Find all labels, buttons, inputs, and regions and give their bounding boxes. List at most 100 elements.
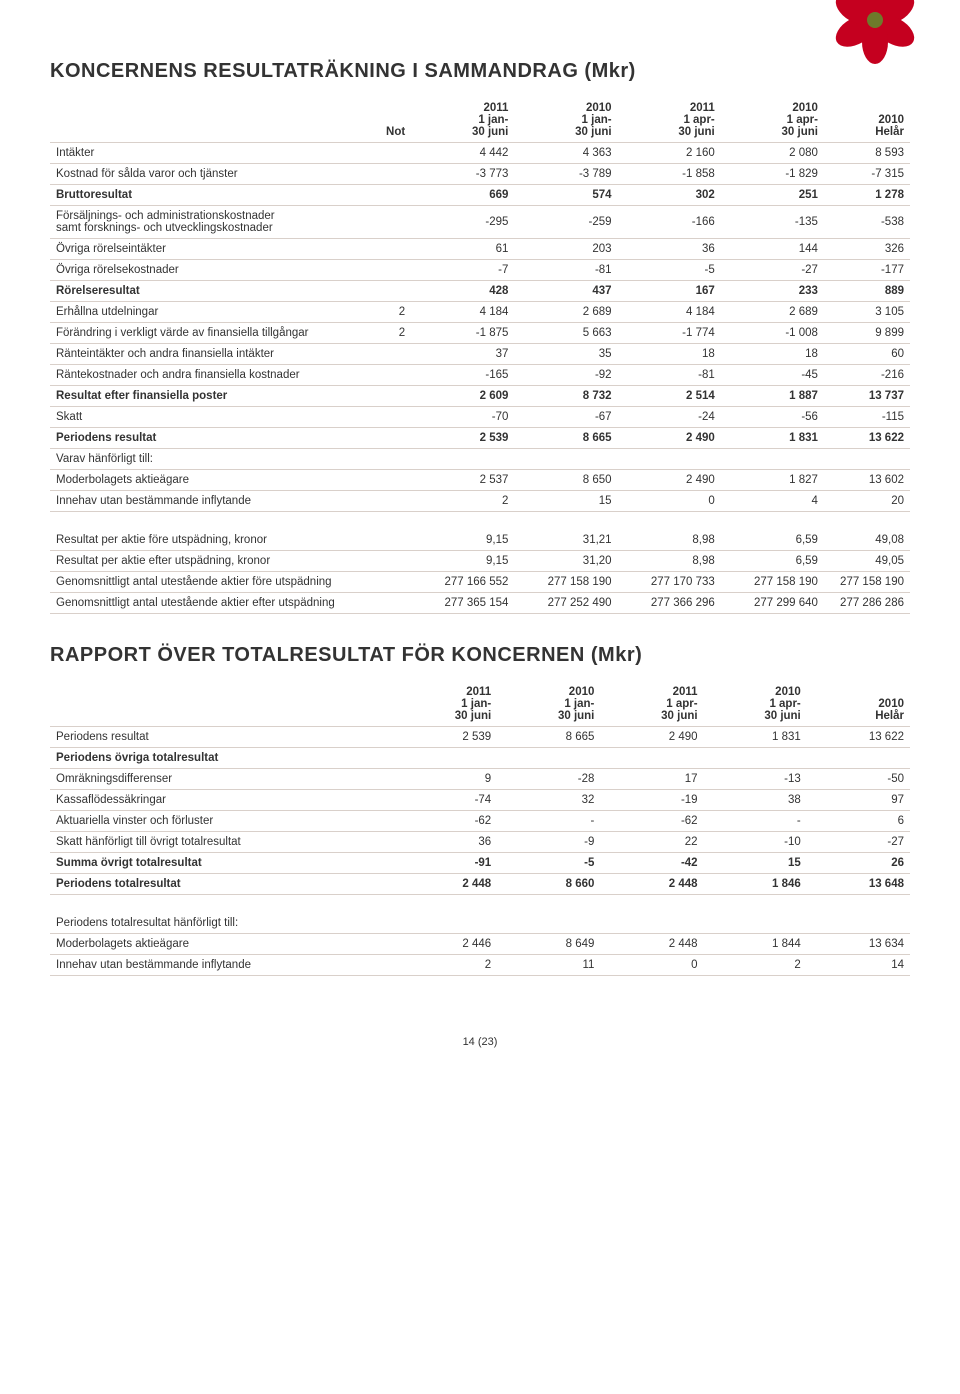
cell-value: 2 [411, 491, 514, 512]
cell-value: 8 665 [514, 428, 617, 449]
cell-value: 2 609 [411, 386, 514, 407]
cell-value: -92 [514, 365, 617, 386]
table1-title: KONCERNENS RESULTATRÄKNING I SAMMANDRAG … [50, 60, 910, 83]
cell-value: 36 [394, 832, 497, 853]
cell-value: 15 [704, 853, 807, 874]
cell-value: 2 539 [394, 727, 497, 748]
cell-value: 251 [721, 185, 824, 206]
cell-value: -1 008 [721, 323, 824, 344]
cell-value [618, 449, 721, 470]
cell-value [824, 449, 910, 470]
table2-title: RAPPORT ÖVER TOTALRESULTAT FÖR KONCERNEN… [50, 644, 910, 667]
cell-value [377, 530, 411, 551]
row-label: Resultat per aktie före utspädning, kron… [50, 530, 377, 551]
income-statement-table: Not20111 jan-30 juni20101 jan-30 juni201… [50, 98, 910, 614]
cell-value: 20 [824, 491, 910, 512]
cell-value [377, 470, 411, 491]
cell-value: 2 689 [721, 302, 824, 323]
cell-value: 1 846 [704, 874, 807, 895]
cell-value: 5 663 [514, 323, 617, 344]
cell-value [497, 913, 600, 934]
cell-value: 6 [807, 811, 910, 832]
cell-value: 31,20 [514, 551, 617, 572]
cell-value [377, 365, 411, 386]
column-header: 20111 apr-30 juni [618, 98, 721, 143]
cell-value: 2 [394, 955, 497, 976]
cell-value: 2 080 [721, 143, 824, 164]
column-header: 20111 jan-30 juni [394, 682, 497, 727]
cell-value: -9 [497, 832, 600, 853]
row-label: Övriga rörelsekostnader [50, 260, 377, 281]
cell-value [377, 206, 411, 239]
cell-value: 277 158 190 [514, 572, 617, 593]
cell-value: 277 299 640 [721, 593, 824, 614]
cell-value: 8 593 [824, 143, 910, 164]
row-label: Förändring i verkligt värde av finansiel… [50, 323, 377, 344]
row-label: Periodens totalresultat hänförligt till: [50, 913, 394, 934]
cell-value: -3 773 [411, 164, 514, 185]
row-label: Moderbolagets aktieägare [50, 470, 377, 491]
cell-value: -81 [618, 365, 721, 386]
cell-value: 2 448 [600, 874, 703, 895]
cell-value: 1 827 [721, 470, 824, 491]
cell-value: 1 831 [704, 727, 807, 748]
cell-value: 8,98 [618, 530, 721, 551]
row-label: Rörelseresultat [50, 281, 377, 302]
cell-value [807, 748, 910, 769]
cell-value: -70 [411, 407, 514, 428]
cell-value: -1 829 [721, 164, 824, 185]
cell-value [377, 386, 411, 407]
cell-value: 3 105 [824, 302, 910, 323]
row-label: Ränteintäkter och andra finansiella intä… [50, 344, 377, 365]
cell-value: -166 [618, 206, 721, 239]
cell-value: 22 [600, 832, 703, 853]
cell-value: 9,15 [411, 551, 514, 572]
cell-value: -5 [618, 260, 721, 281]
cell-value: 233 [721, 281, 824, 302]
cell-value: -42 [600, 853, 703, 874]
cell-value: 14 [807, 955, 910, 976]
cell-value: -91 [394, 853, 497, 874]
row-label: Försäljnings- och administrationskostnad… [50, 206, 377, 239]
row-label: Periodens totalresultat [50, 874, 394, 895]
cell-value: -135 [721, 206, 824, 239]
cell-value: 2 [377, 302, 411, 323]
cell-value: -62 [600, 811, 703, 832]
cell-value: 8 732 [514, 386, 617, 407]
cell-value: 2 490 [600, 727, 703, 748]
cell-value: 277 365 154 [411, 593, 514, 614]
row-label: Periodens resultat [50, 428, 377, 449]
cell-value: 277 252 490 [514, 593, 617, 614]
cell-value: 36 [618, 239, 721, 260]
cell-value [377, 551, 411, 572]
cell-value: 13 602 [824, 470, 910, 491]
column-header: 20111 jan-30 juni [411, 98, 514, 143]
cell-value: 13 622 [807, 727, 910, 748]
cell-value: -7 315 [824, 164, 910, 185]
cell-value: 61 [411, 239, 514, 260]
comprehensive-income-table: 20111 jan-30 juni20101 jan-30 juni20111 … [50, 682, 910, 976]
cell-value: 15 [514, 491, 617, 512]
cell-value [377, 572, 411, 593]
cell-value: 326 [824, 239, 910, 260]
cell-value: 4 184 [618, 302, 721, 323]
cell-value: -115 [824, 407, 910, 428]
cell-value [377, 491, 411, 512]
column-header: Not [377, 98, 411, 143]
cell-value [704, 913, 807, 934]
cell-value: 277 170 733 [618, 572, 721, 593]
cell-value: -50 [807, 769, 910, 790]
cell-value: -1 858 [618, 164, 721, 185]
cell-value: -27 [807, 832, 910, 853]
cell-value: -74 [394, 790, 497, 811]
cell-value: 277 158 190 [824, 572, 910, 593]
cell-value: 2 [704, 955, 807, 976]
cell-value: -1 774 [618, 323, 721, 344]
cell-value: 2 490 [618, 428, 721, 449]
cell-value: 8 660 [497, 874, 600, 895]
cell-value: -295 [411, 206, 514, 239]
cell-value: 167 [618, 281, 721, 302]
cell-value: 2 446 [394, 934, 497, 955]
cell-value: -10 [704, 832, 807, 853]
cell-value: - [497, 811, 600, 832]
